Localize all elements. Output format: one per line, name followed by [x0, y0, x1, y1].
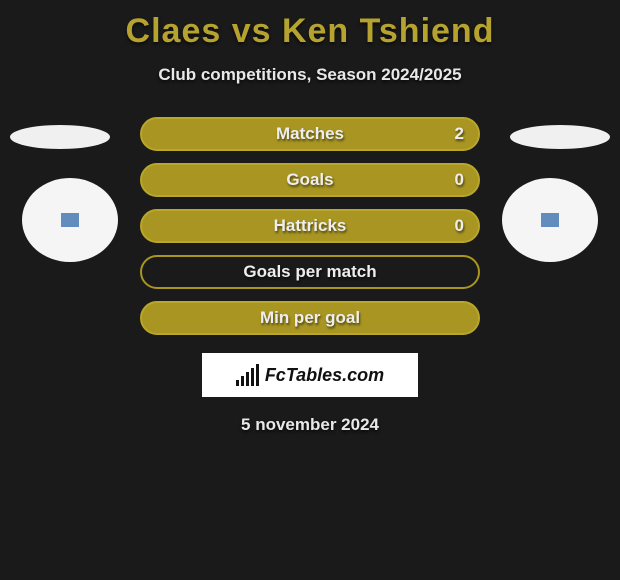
- stat-row-min-per-goal: Min per goal: [140, 301, 480, 335]
- stat-row-hattricks: Hattricks 0: [140, 209, 480, 243]
- stat-row-matches: Matches 2: [140, 117, 480, 151]
- avatar-placeholder-icon: [541, 213, 559, 227]
- stat-label: Hattricks: [274, 216, 347, 236]
- stat-label: Min per goal: [260, 308, 360, 328]
- stat-label: Matches: [276, 124, 344, 144]
- stat-label: Goals per match: [243, 262, 376, 282]
- logo-bars-icon: [236, 364, 259, 386]
- right-player-ellipse: [510, 125, 610, 149]
- page-title: Claes vs Ken Tshiend: [0, 0, 620, 51]
- stat-label: Goals: [286, 170, 333, 190]
- left-player-ellipse: [10, 125, 110, 149]
- right-player-avatar: [502, 178, 598, 262]
- logo-text: FcTables.com: [265, 365, 384, 386]
- stat-right-value: 0: [455, 170, 464, 190]
- stat-row-goals: Goals 0: [140, 163, 480, 197]
- stat-row-goals-per-match: Goals per match: [140, 255, 480, 289]
- left-player-avatar: [22, 178, 118, 262]
- date-label: 5 november 2024: [0, 415, 620, 435]
- stat-right-value: 0: [455, 216, 464, 236]
- fctables-logo[interactable]: FcTables.com: [202, 353, 418, 397]
- stat-right-value: 2: [455, 124, 464, 144]
- subtitle: Club competitions, Season 2024/2025: [0, 65, 620, 85]
- avatar-placeholder-icon: [61, 213, 79, 227]
